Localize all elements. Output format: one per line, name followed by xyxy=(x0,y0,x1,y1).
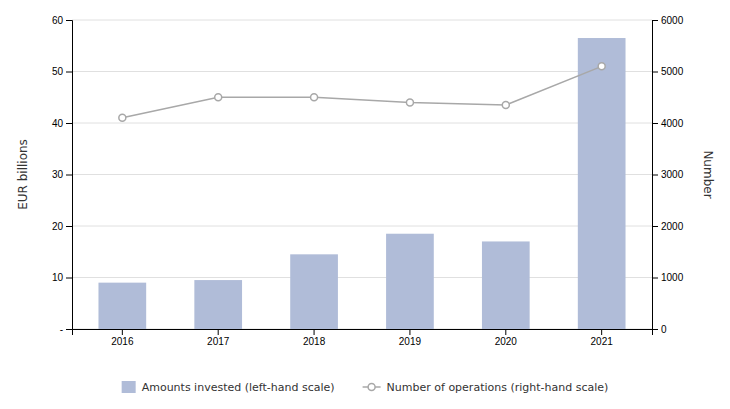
tick-label: 40 xyxy=(52,118,64,129)
grid xyxy=(72,20,652,329)
tick: 6000 xyxy=(652,15,684,26)
tick: 40 xyxy=(52,118,72,129)
marker xyxy=(215,94,222,101)
tick: - xyxy=(60,324,72,335)
line xyxy=(122,66,601,118)
marker xyxy=(311,94,318,101)
bar-series xyxy=(98,38,625,329)
tick-label: 3000 xyxy=(661,169,684,180)
tick-mark xyxy=(652,72,658,73)
y-axis: - 10 20 30 40 50 60 xyxy=(52,15,73,335)
tick: 5000 xyxy=(652,66,684,77)
tick-mark xyxy=(652,278,658,279)
tick-label: 50 xyxy=(52,66,64,77)
grid-line xyxy=(72,277,652,278)
tick-mark xyxy=(66,175,72,176)
legend-marker xyxy=(368,384,375,391)
tick-mark xyxy=(652,329,658,330)
grid-line xyxy=(72,71,652,72)
axis-line xyxy=(73,330,653,336)
tick: 3000 xyxy=(652,169,684,180)
tick-mark xyxy=(314,329,315,335)
marker xyxy=(406,99,413,106)
tick: 2000 xyxy=(652,221,684,232)
bar xyxy=(98,283,146,329)
grid-line xyxy=(72,174,652,175)
tick-mark xyxy=(505,329,506,335)
grid-line xyxy=(72,123,652,124)
grid-line xyxy=(72,20,652,21)
tick-mark xyxy=(218,329,219,335)
tick-label: 2021 xyxy=(591,336,614,347)
tick: 50 xyxy=(52,66,72,77)
tick: 4000 xyxy=(652,118,684,129)
bar xyxy=(194,280,242,329)
grid-line xyxy=(72,226,652,227)
bar xyxy=(290,254,338,329)
tick-label: 60 xyxy=(52,15,64,26)
legend-label: Number of operations (right-hand scale) xyxy=(387,381,609,394)
tick-mark xyxy=(601,329,602,335)
axis-line xyxy=(653,21,659,330)
tick-label: 2017 xyxy=(207,336,230,347)
tick: 60 xyxy=(52,15,72,26)
y2-axis: 0 1000 2000 3000 4000 5000 6000 xyxy=(652,15,684,335)
tick-label: 6000 xyxy=(661,15,684,26)
marker xyxy=(119,114,126,121)
tick-mark xyxy=(66,329,72,330)
axis-line xyxy=(66,21,73,330)
tick-label: 2019 xyxy=(399,336,422,347)
legend-item: Amounts invested (left-hand scale) xyxy=(122,381,335,394)
bar xyxy=(578,38,626,329)
tick-label: 2020 xyxy=(495,336,518,347)
tick-label: 1000 xyxy=(661,272,684,283)
x-axis: 2016 2017 2018 2019 2020 2021 xyxy=(73,329,653,347)
tick: 1000 xyxy=(652,272,684,283)
tick: 20 xyxy=(52,221,72,232)
tick-label: 5000 xyxy=(661,66,684,77)
legend: Amounts invested (left-hand scale) Number… xyxy=(122,381,609,394)
tick-mark xyxy=(66,72,72,73)
legend-swatch xyxy=(122,381,136,393)
tick-label: 2018 xyxy=(303,336,326,347)
tick-label: 2000 xyxy=(661,221,684,232)
tick: 10 xyxy=(52,272,72,283)
tick-mark xyxy=(652,175,658,176)
tick: 2016 xyxy=(111,329,134,347)
tick-mark xyxy=(652,226,658,227)
tick: 0 xyxy=(652,324,667,335)
tick-mark xyxy=(66,226,72,227)
legend-label: Amounts invested (left-hand scale) xyxy=(142,381,335,394)
tick-label: 0 xyxy=(661,324,667,335)
tick-mark xyxy=(66,20,72,21)
tick-mark xyxy=(66,278,72,279)
tick-mark xyxy=(409,329,410,335)
tick: 2019 xyxy=(399,329,422,347)
tick-label: 20 xyxy=(52,221,64,232)
tick: 2020 xyxy=(495,329,518,347)
chart: 2016 2017 2018 2019 2020 2021 - 10 20 30 40 50 60 0 10… xyxy=(0,0,730,409)
tick: 2018 xyxy=(303,329,326,347)
tick-label: 2016 xyxy=(111,336,134,347)
y-axis-title: EUR billions xyxy=(16,139,30,210)
tick-mark xyxy=(66,123,72,124)
tick-label: 10 xyxy=(52,272,64,283)
y2-axis-title: Number xyxy=(701,150,715,198)
legend-item: Number of operations (right-hand scale) xyxy=(363,381,609,394)
tick-label: 30 xyxy=(52,169,64,180)
marker xyxy=(502,101,509,108)
tick: 2021 xyxy=(591,329,614,347)
bar xyxy=(386,234,434,329)
plot-area xyxy=(98,38,625,329)
tick-mark xyxy=(122,329,123,335)
tick-label: 4000 xyxy=(661,118,684,129)
bar xyxy=(482,241,530,329)
tick: 30 xyxy=(52,169,72,180)
tick-label: - xyxy=(60,324,63,335)
tick-mark xyxy=(652,123,658,124)
line-series xyxy=(119,63,605,122)
tick: 2017 xyxy=(207,329,230,347)
tick-mark xyxy=(652,20,658,21)
marker xyxy=(598,63,605,70)
